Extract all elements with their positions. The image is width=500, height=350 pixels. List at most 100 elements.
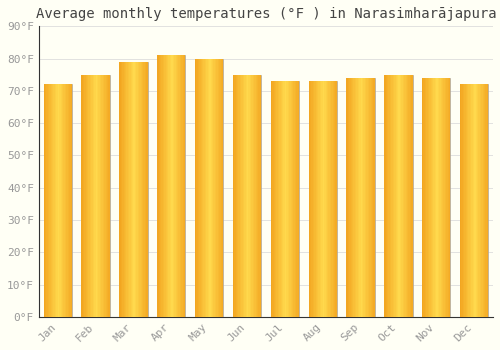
Bar <box>170 55 172 317</box>
Bar <box>49 84 50 317</box>
Bar <box>248 75 250 317</box>
Bar <box>234 75 235 317</box>
Bar <box>142 62 144 317</box>
Bar <box>318 81 320 317</box>
Bar <box>292 81 294 317</box>
Bar <box>220 58 222 317</box>
Bar <box>106 75 107 317</box>
Bar <box>358 78 359 317</box>
Bar <box>331 81 332 317</box>
Bar <box>279 81 280 317</box>
Bar <box>440 78 442 317</box>
Bar <box>119 62 120 317</box>
Bar <box>257 75 258 317</box>
Bar <box>146 62 148 317</box>
Bar <box>289 81 290 317</box>
Bar <box>445 78 446 317</box>
Bar <box>429 78 430 317</box>
Bar <box>246 75 247 317</box>
Bar <box>270 81 299 317</box>
Bar <box>124 62 125 317</box>
Bar <box>158 55 160 317</box>
Bar <box>364 78 365 317</box>
Bar <box>286 81 288 317</box>
Bar <box>394 75 396 317</box>
Bar <box>346 78 375 317</box>
Bar <box>422 78 450 317</box>
Bar <box>397 75 398 317</box>
Bar <box>330 81 331 317</box>
Bar <box>435 78 436 317</box>
Bar <box>108 75 110 317</box>
Bar <box>222 58 224 317</box>
Bar <box>215 58 216 317</box>
Bar <box>422 78 424 317</box>
Bar <box>240 75 242 317</box>
Bar <box>44 84 45 317</box>
Bar <box>70 84 72 317</box>
Bar <box>250 75 252 317</box>
Bar <box>272 81 274 317</box>
Bar <box>96 75 97 317</box>
Bar <box>349 78 350 317</box>
Bar <box>278 81 279 317</box>
Bar <box>145 62 146 317</box>
Bar <box>119 62 148 317</box>
Bar <box>214 58 215 317</box>
Bar <box>285 81 286 317</box>
Bar <box>365 78 366 317</box>
Bar <box>432 78 434 317</box>
Bar <box>484 84 486 317</box>
Bar <box>48 84 49 317</box>
Bar <box>98 75 100 317</box>
Bar <box>238 75 240 317</box>
Bar <box>402 75 404 317</box>
Bar <box>356 78 358 317</box>
Bar <box>200 58 202 317</box>
Bar <box>65 84 66 317</box>
Bar <box>368 78 369 317</box>
Bar <box>449 78 450 317</box>
Bar <box>425 78 426 317</box>
Bar <box>424 78 425 317</box>
Bar <box>406 75 407 317</box>
Bar <box>487 84 488 317</box>
Bar <box>242 75 244 317</box>
Bar <box>140 62 142 317</box>
Bar <box>282 81 284 317</box>
Bar <box>274 81 275 317</box>
Bar <box>317 81 318 317</box>
Bar <box>162 55 163 317</box>
Bar <box>130 62 132 317</box>
Bar <box>68 84 69 317</box>
Bar <box>94 75 96 317</box>
Bar <box>62 84 64 317</box>
Bar <box>92 75 94 317</box>
Bar <box>209 58 210 317</box>
Bar <box>45 84 46 317</box>
Bar <box>258 75 260 317</box>
Bar <box>482 84 484 317</box>
Bar <box>400 75 402 317</box>
Bar <box>168 55 170 317</box>
Bar <box>254 75 256 317</box>
Bar <box>470 84 472 317</box>
Bar <box>396 75 397 317</box>
Bar <box>204 58 205 317</box>
Bar <box>157 55 186 317</box>
Bar <box>352 78 354 317</box>
Bar <box>195 58 224 317</box>
Bar <box>387 75 388 317</box>
Bar <box>438 78 439 317</box>
Bar <box>392 75 394 317</box>
Bar <box>280 81 282 317</box>
Bar <box>480 84 481 317</box>
Bar <box>326 81 327 317</box>
Bar <box>350 78 352 317</box>
Bar <box>411 75 412 317</box>
Bar <box>284 81 285 317</box>
Bar <box>202 58 203 317</box>
Bar <box>407 75 408 317</box>
Bar <box>184 55 186 317</box>
Bar <box>467 84 468 317</box>
